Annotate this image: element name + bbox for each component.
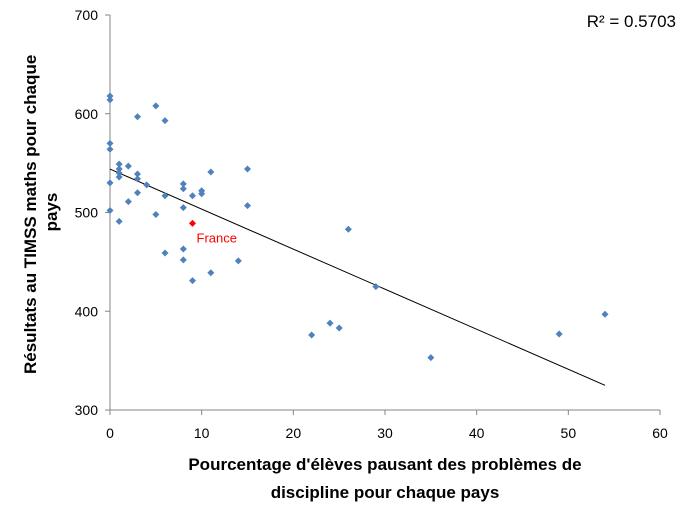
data-point bbox=[601, 310, 609, 318]
data-point bbox=[308, 331, 316, 339]
data-point bbox=[152, 102, 160, 110]
data-point bbox=[124, 198, 132, 206]
x-tick-label: 20 bbox=[286, 425, 302, 441]
data-point bbox=[115, 173, 123, 181]
data-point bbox=[106, 92, 114, 100]
highlight-label: France bbox=[197, 230, 237, 245]
data-point bbox=[189, 277, 196, 285]
y-tick-label: 300 bbox=[75, 402, 99, 418]
highlight-group: France bbox=[189, 219, 237, 245]
trendline-group bbox=[109, 168, 606, 386]
data-point bbox=[179, 185, 187, 193]
data-point bbox=[179, 256, 187, 264]
data-point bbox=[161, 249, 169, 257]
data-point bbox=[179, 204, 187, 212]
highlight-point bbox=[189, 219, 196, 227]
data-point bbox=[143, 181, 151, 189]
y-tick-label: 600 bbox=[75, 106, 99, 122]
data-point bbox=[207, 269, 215, 277]
data-points bbox=[106, 92, 609, 362]
x-tick-label: 10 bbox=[194, 425, 210, 441]
data-point bbox=[179, 180, 187, 188]
r-squared-label: R² = 0.5703 bbox=[587, 12, 676, 31]
y-axis-label-line-1: Résultats au TIMSS maths pour chaque bbox=[21, 55, 40, 374]
data-point bbox=[555, 330, 563, 338]
x-tick-label: 60 bbox=[652, 425, 668, 441]
data-point bbox=[234, 257, 242, 265]
data-point bbox=[344, 225, 352, 233]
data-point bbox=[372, 283, 380, 291]
data-point bbox=[115, 165, 123, 173]
data-point bbox=[106, 96, 114, 104]
data-point bbox=[161, 192, 169, 200]
data-point bbox=[115, 160, 123, 168]
y-axis-label: Résultats au TIMSS maths pour chaque pay… bbox=[21, 50, 61, 374]
data-point bbox=[134, 175, 141, 183]
axes bbox=[105, 14, 661, 415]
data-point bbox=[124, 162, 132, 170]
data-point bbox=[326, 319, 334, 327]
trendline bbox=[109, 168, 606, 386]
y-tick-label: 500 bbox=[75, 205, 99, 221]
data-point bbox=[207, 168, 215, 176]
data-point bbox=[115, 169, 123, 177]
x-tick-label: 30 bbox=[377, 425, 393, 441]
x-tick-label: 40 bbox=[469, 425, 485, 441]
data-point bbox=[189, 192, 196, 200]
data-point bbox=[134, 113, 141, 121]
tick-labels: 300 400 500 600 700 0 10 20 30 40 50 60 bbox=[75, 7, 668, 441]
data-point bbox=[152, 210, 160, 218]
data-point bbox=[106, 179, 114, 187]
data-point bbox=[427, 354, 435, 362]
data-point bbox=[179, 245, 187, 253]
data-point bbox=[134, 170, 141, 178]
data-point bbox=[134, 189, 141, 197]
x-axis-label-line-2: discipline pour chaque pays bbox=[271, 483, 500, 502]
data-point bbox=[244, 165, 251, 173]
data-point bbox=[106, 145, 114, 153]
data-point bbox=[198, 190, 206, 198]
x-tick-label: 50 bbox=[561, 425, 577, 441]
data-point bbox=[244, 202, 251, 210]
data-point bbox=[106, 207, 114, 215]
x-axis-label-line-1: Pourcentage d'élèves pausant des problèm… bbox=[188, 455, 581, 474]
y-tick-label: 400 bbox=[75, 303, 99, 319]
y-axis-label-line-2: pays bbox=[42, 193, 61, 232]
data-point bbox=[106, 139, 114, 147]
y-tick-label: 700 bbox=[75, 7, 99, 23]
data-point bbox=[335, 324, 343, 332]
x-tick-label: 0 bbox=[106, 425, 114, 441]
data-point bbox=[115, 217, 123, 225]
data-point bbox=[161, 117, 169, 125]
